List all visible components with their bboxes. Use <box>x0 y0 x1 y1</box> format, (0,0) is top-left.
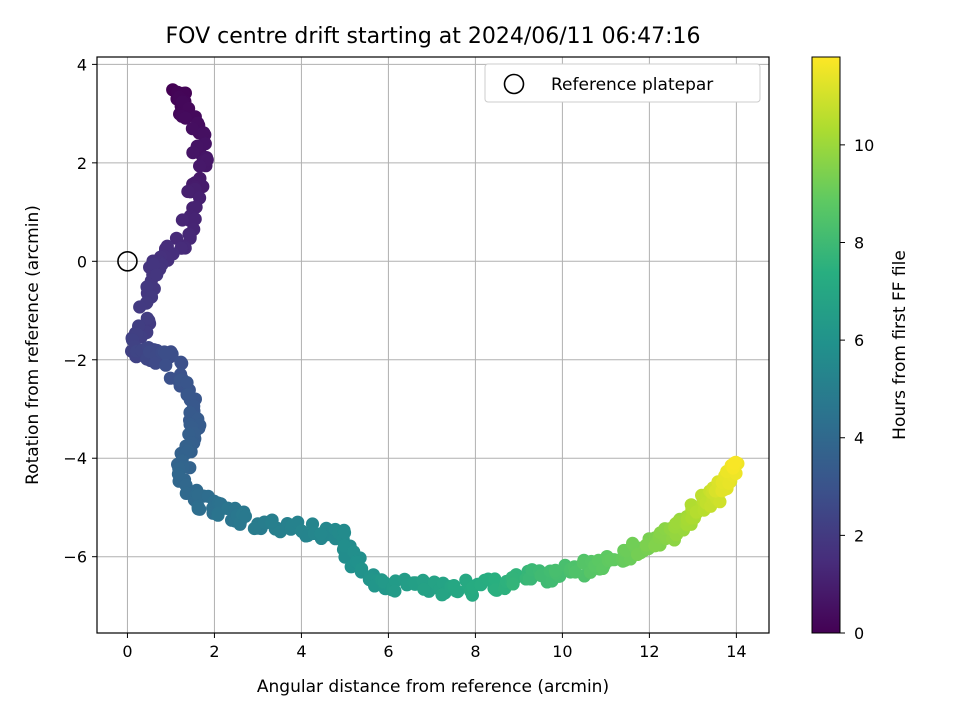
y-tick-label-1: −4 <box>63 449 87 468</box>
data-point-276 <box>451 585 465 599</box>
data-point-257 <box>388 584 402 598</box>
data-point-29 <box>186 146 200 160</box>
colorbar-tick-label-1: 2 <box>854 526 864 545</box>
data-point-122 <box>159 358 173 372</box>
x-axis-label: Angular distance from reference (arcmin) <box>257 677 609 697</box>
colorbar: 0 2 4 6 8 10 Hours from first FF file <box>811 56 910 643</box>
data-point-232 <box>337 526 352 540</box>
data-point-49 <box>188 212 202 226</box>
data-point-288 <box>488 572 502 586</box>
colorbar-tick-label-4: 8 <box>854 233 864 252</box>
x-tick-label-4: 8 <box>470 642 480 661</box>
data-point-297 <box>506 577 520 591</box>
x-tick-label-6: 12 <box>639 642 659 661</box>
colorbar-tick-label-0: 0 <box>854 624 864 643</box>
data-point-191 <box>211 508 225 522</box>
y-tick-label-2: −2 <box>63 351 87 370</box>
colorbar-gradient <box>811 56 841 634</box>
legend: Reference platepar <box>484 63 761 103</box>
data-points <box>125 83 745 602</box>
x-tick-label-0: 0 <box>122 642 132 661</box>
data-point-136 <box>182 388 196 402</box>
data-point-201 <box>238 509 252 523</box>
data-point-86 <box>133 300 147 314</box>
data-point-407 <box>713 495 727 509</box>
data-point-132 <box>180 376 194 390</box>
data-point-211 <box>264 515 279 529</box>
colorbar-tick-label-2: 4 <box>854 429 864 448</box>
data-point-77 <box>147 257 161 272</box>
reference-marker <box>117 251 138 272</box>
x-tick-label-5: 10 <box>552 642 572 661</box>
data-point-17 <box>178 111 193 125</box>
data-point-43 <box>181 184 195 199</box>
y-tick-label-3: 0 <box>77 252 87 271</box>
data-point-347 <box>626 536 640 551</box>
data-point-51 <box>175 213 189 227</box>
data-point-266 <box>417 582 431 596</box>
data-point-124 <box>175 356 189 370</box>
x-tick-label-7: 14 <box>726 642 746 661</box>
y-axis-ticks: −6 −4 −2 0 2 4 <box>63 55 97 567</box>
data-point-243 <box>355 562 369 576</box>
data-point-121 <box>159 347 173 361</box>
data-point-82 <box>140 280 154 294</box>
data-point-226 <box>314 527 328 541</box>
data-point-321 <box>568 565 582 579</box>
colorbar-tick-label-3: 6 <box>854 331 864 350</box>
x-axis-ticks: 0 2 4 6 8 10 12 14 <box>122 633 747 661</box>
y-tick-label-0: −6 <box>63 548 87 567</box>
y-axis-label: Rotation from reference (arcmin) <box>23 205 43 485</box>
legend-box <box>484 63 761 103</box>
data-point-314 <box>548 563 563 578</box>
x-tick-label-2: 4 <box>296 642 306 661</box>
colorbar-tick-label-5: 10 <box>854 136 874 155</box>
y-tick-label-4: 2 <box>77 154 87 173</box>
x-tick-label-1: 2 <box>209 642 219 661</box>
chart-title: FOV centre drift starting at 2024/06/11 … <box>166 24 701 49</box>
plot-frame <box>96 56 770 634</box>
data-point-429 <box>727 456 741 470</box>
x-tick-label-3: 6 <box>383 642 393 661</box>
data-point-271 <box>435 588 449 602</box>
data-point-22 <box>185 122 199 136</box>
colorbar-label: Hours from first FF file <box>890 250 910 440</box>
data-point-79 <box>150 268 164 282</box>
data-point-178 <box>191 488 205 502</box>
data-point-182 <box>193 502 207 516</box>
colorbar-ticks: 0 2 4 6 8 10 <box>840 136 874 643</box>
data-point-205 <box>247 521 261 536</box>
legend-label: Reference platepar <box>551 75 713 95</box>
data-point-114 <box>149 356 163 370</box>
data-point-90 <box>140 311 154 325</box>
y-tick-label-5: 4 <box>77 55 87 74</box>
legend-marker <box>503 73 525 95</box>
data-point-336 <box>604 553 618 567</box>
data-point-34 <box>193 159 207 173</box>
data-point-213 <box>273 525 287 539</box>
